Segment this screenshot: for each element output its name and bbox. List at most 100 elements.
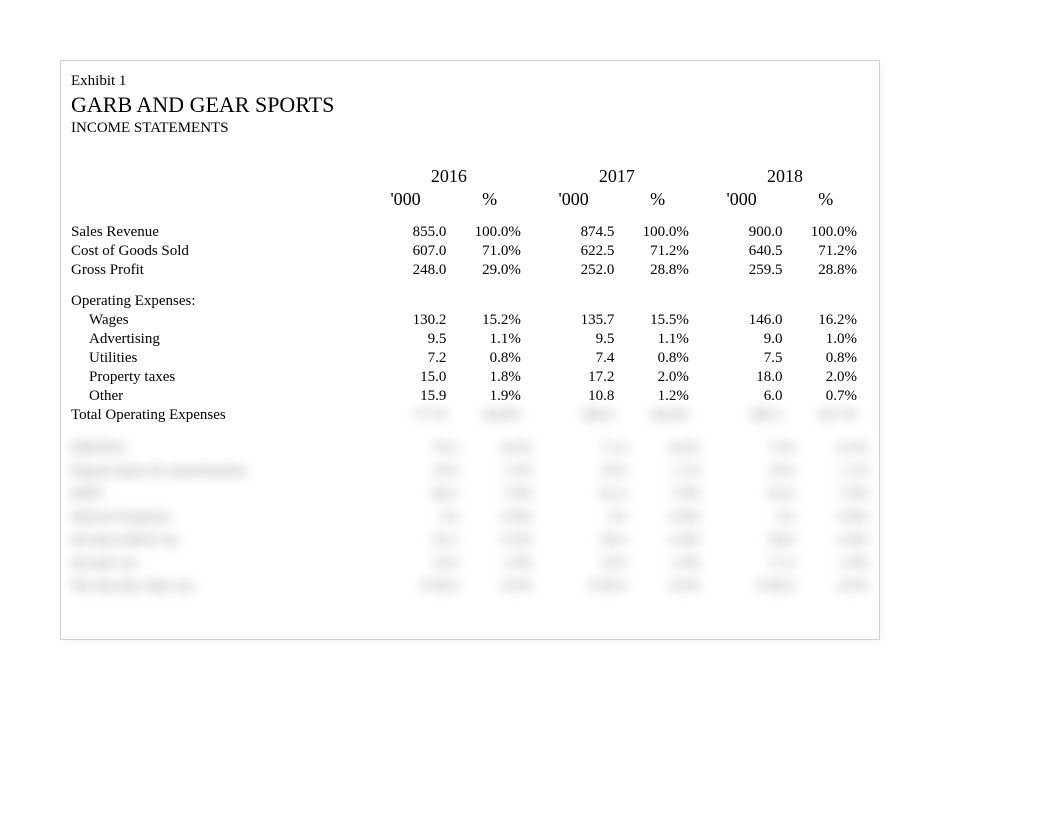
- cell: 0.7%: [794, 387, 869, 406]
- cell: 29.0%: [458, 261, 533, 280]
- row-label: Sales Revenue: [71, 223, 365, 242]
- cell: 2.0%: [794, 368, 869, 387]
- cell: 15.9: [365, 387, 459, 406]
- row-label: Net Income after tax: [71, 575, 365, 598]
- table-row: EBIT 60.2 7.0% 61.4 7.0% 63.0 7.0%: [71, 483, 869, 506]
- cell: 70.2: [365, 437, 459, 460]
- cell: 1.2%: [626, 387, 701, 406]
- cell: 607.0: [365, 242, 459, 261]
- cell: 55.2: [365, 529, 459, 552]
- row-label: EBITDA: [71, 437, 365, 460]
- cell: 622.5: [533, 242, 627, 261]
- table-row: Cost of Goods Sold 607.0 71.0% 622.5 71.…: [71, 242, 869, 261]
- cell: $ 39.5: [533, 575, 627, 598]
- row-label: Other: [71, 387, 365, 406]
- table-row: Income before tax 55.2 6.5% 56.4 6.4% 58…: [71, 529, 869, 552]
- cell: 4.5%: [458, 575, 533, 598]
- cell: 100.0%: [794, 223, 869, 242]
- cell: 248.0: [365, 261, 459, 280]
- cell: 6.4%: [626, 529, 701, 552]
- table-row: Wages 130.2 15.2% 135.7 15.5% 146.0 16.2…: [71, 311, 869, 330]
- cell: 71.2%: [626, 242, 701, 261]
- cell: 20.7%: [794, 406, 869, 425]
- total-opex-row: Total Operating Expenses 177.8 20.8% 180…: [71, 406, 869, 425]
- year-2017: 2017: [533, 165, 701, 188]
- exhibit-label: Exhibit 1: [71, 73, 869, 90]
- row-label: Cost of Goods Sold: [71, 242, 365, 261]
- cell: 58.0: [701, 529, 795, 552]
- cell: 73.0: [701, 437, 795, 460]
- cell: 20.6%: [626, 406, 701, 425]
- table-row: Depreciation & Amortization 10.0 1.2% 10…: [71, 460, 869, 483]
- cell: 10.8: [533, 387, 627, 406]
- cell: 71.4: [533, 437, 627, 460]
- table-row: Gross Profit 248.0 29.0% 252.0 28.8% 259…: [71, 261, 869, 280]
- cell: 1.0%: [794, 330, 869, 349]
- cell: 180.6: [533, 406, 627, 425]
- cell: 1.8%: [458, 368, 533, 387]
- company-name: GARB AND GEAR SPORTS: [71, 92, 869, 118]
- cell: 186.5: [701, 406, 795, 425]
- cell: 9.5: [365, 330, 459, 349]
- cell: 135.7: [533, 311, 627, 330]
- cell: 0.6%: [458, 506, 533, 529]
- row-label: Income before tax: [71, 529, 365, 552]
- cell: 15.2%: [458, 311, 533, 330]
- opex-header-row: Operating Expenses:: [71, 292, 869, 311]
- table-row: Other 15.9 1.9% 10.8 1.2% 6.0 0.7%: [71, 387, 869, 406]
- cell: 7.4: [533, 349, 627, 368]
- cell: 4.5%: [626, 575, 701, 598]
- cell: 0.6%: [626, 506, 701, 529]
- cell: 15.0: [365, 368, 459, 387]
- cell: 5.0: [533, 506, 627, 529]
- cell: $ 40.6: [701, 575, 795, 598]
- cell: 874.5: [533, 223, 627, 242]
- cell: 10.0: [701, 460, 795, 483]
- cell: 100.0%: [626, 223, 701, 242]
- year-header-row: 2016 2017 2018: [71, 165, 869, 188]
- cell: 28.8%: [794, 261, 869, 280]
- table-row: Net Income after tax $ 38.6 4.5% $ 39.5 …: [71, 575, 869, 598]
- cell: 10.0: [365, 460, 459, 483]
- statement-title: INCOME STATEMENTS: [71, 120, 869, 137]
- cell: 5.0: [701, 506, 795, 529]
- subheader-amt-2017: '000: [533, 188, 627, 211]
- cell: 1.2%: [458, 460, 533, 483]
- cell: 20.8%: [458, 406, 533, 425]
- cell: 56.4: [533, 529, 627, 552]
- cell: 8.1%: [794, 437, 869, 460]
- cell: 6.5%: [458, 529, 533, 552]
- cell: 0.8%: [458, 349, 533, 368]
- cell: 7.0%: [794, 483, 869, 506]
- cell: 8.2%: [626, 437, 701, 460]
- table-row: Utilities 7.2 0.8% 7.4 0.8% 7.5 0.8%: [71, 349, 869, 368]
- blurred-section: EBITDA 70.2 8.2% 71.4 8.2% 73.0 8.1% Dep…: [71, 437, 869, 598]
- income-statement-table: 2016 2017 2018 '000 % '000 % '000 % Sale…: [71, 165, 869, 598]
- table-row: EBITDA 70.2 8.2% 71.4 8.2% 73.0 8.1%: [71, 437, 869, 460]
- cell: 7.0%: [458, 483, 533, 506]
- cell: 177.8: [365, 406, 459, 425]
- subheader-amt-2016: '000: [365, 188, 459, 211]
- cell: 16.2%: [794, 311, 869, 330]
- cell: 0.8%: [794, 349, 869, 368]
- cell: 900.0: [701, 223, 795, 242]
- cell: 71.0%: [458, 242, 533, 261]
- cell: 7.5: [701, 349, 795, 368]
- cell: 252.0: [533, 261, 627, 280]
- row-label: EBIT: [71, 483, 365, 506]
- table-row: Sales Revenue 855.0 100.0% 874.5 100.0% …: [71, 223, 869, 242]
- row-label: Advertising: [71, 330, 365, 349]
- cell: 1.9%: [458, 552, 533, 575]
- row-label: Wages: [71, 311, 365, 330]
- cell: 17.4: [701, 552, 795, 575]
- row-label: Gross Profit: [71, 261, 365, 280]
- row-label: Depreciation & Amortization: [71, 460, 365, 483]
- cell: 16.9: [533, 552, 627, 575]
- cell: 18.0: [701, 368, 795, 387]
- cell: 100.0%: [458, 223, 533, 242]
- cell: 8.2%: [458, 437, 533, 460]
- row-label: Income tax: [71, 552, 365, 575]
- row-label: Total Operating Expenses: [71, 406, 365, 425]
- cell: 63.0: [701, 483, 795, 506]
- subheader-row: '000 % '000 % '000 %: [71, 188, 869, 211]
